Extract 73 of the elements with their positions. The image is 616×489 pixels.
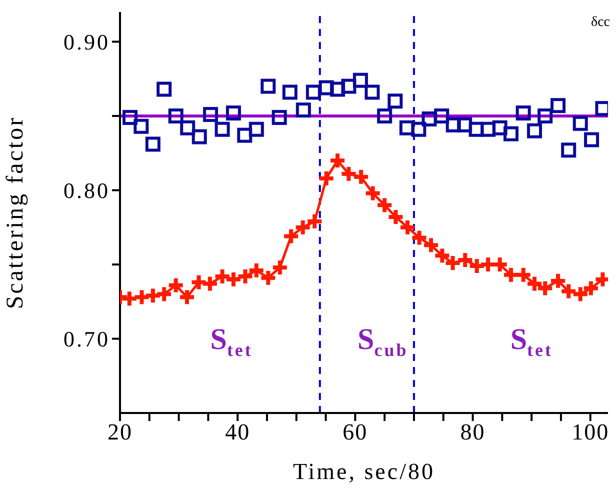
- point: [364, 184, 382, 202]
- point: [550, 98, 566, 114]
- point: [317, 169, 336, 188]
- annotation: S$_{tet}$: [510, 322, 554, 360]
- point: [516, 105, 531, 120]
- x-axis-title: Time, sec/80: [293, 459, 435, 484]
- point: [294, 218, 312, 236]
- point: [399, 120, 414, 136]
- point: [572, 116, 588, 131]
- point: [132, 288, 151, 306]
- point: [282, 227, 300, 246]
- point: [457, 117, 472, 132]
- point: [377, 108, 392, 124]
- point: [200, 274, 219, 293]
- point: [156, 82, 172, 97]
- point: [411, 122, 426, 137]
- point: [226, 105, 241, 120]
- point: [584, 132, 600, 148]
- annotation: S$_{cub}$: [358, 322, 408, 360]
- point: [306, 84, 321, 100]
- point: [122, 110, 138, 125]
- x-tick-label: 40: [225, 419, 250, 444]
- point: [364, 84, 380, 100]
- point: [492, 120, 508, 136]
- point: [144, 286, 162, 305]
- point: [571, 285, 590, 304]
- point: [237, 128, 252, 143]
- point: [236, 267, 254, 286]
- point: [341, 78, 356, 94]
- point: [468, 122, 484, 137]
- point: [352, 168, 370, 186]
- x-tick-label: 20: [108, 419, 132, 444]
- y-tick-label: 0.90: [64, 30, 110, 55]
- point: [538, 108, 553, 124]
- point: [376, 196, 394, 214]
- point: [318, 80, 334, 96]
- x-tick-label: 80: [460, 419, 486, 444]
- point: [434, 108, 450, 124]
- point: [180, 120, 196, 136]
- point: [306, 212, 324, 230]
- point: [582, 279, 600, 298]
- point: [192, 129, 207, 144]
- point: [352, 72, 368, 88]
- point: [446, 117, 461, 132]
- point: [120, 290, 138, 308]
- point: [527, 123, 542, 138]
- x-tick-label: 100: [572, 419, 610, 444]
- x-tick-label: 60: [342, 419, 368, 444]
- point: [503, 126, 518, 142]
- point: [203, 106, 218, 122]
- point: [134, 118, 149, 134]
- point: [282, 84, 298, 100]
- point: [422, 111, 437, 126]
- point: [561, 142, 576, 158]
- point: [214, 122, 230, 137]
- point: [272, 110, 287, 125]
- point: [178, 288, 196, 306]
- point: [330, 82, 346, 97]
- point: [388, 94, 403, 109]
- point: [248, 122, 264, 137]
- point: [155, 285, 174, 304]
- point: [340, 164, 358, 183]
- point: [168, 108, 184, 124]
- point: [166, 276, 185, 294]
- y-tick-label: 0.70: [64, 326, 110, 352]
- point: [145, 136, 160, 152]
- annotation: S$_{tet}$: [210, 322, 253, 360]
- y-tick-label: 0.80: [64, 178, 110, 204]
- point: [296, 102, 311, 118]
- y-axis-title: Scattering factor: [2, 116, 29, 310]
- point: [260, 78, 276, 94]
- point: [190, 273, 208, 292]
- annotation: δcc: [590, 15, 610, 30]
